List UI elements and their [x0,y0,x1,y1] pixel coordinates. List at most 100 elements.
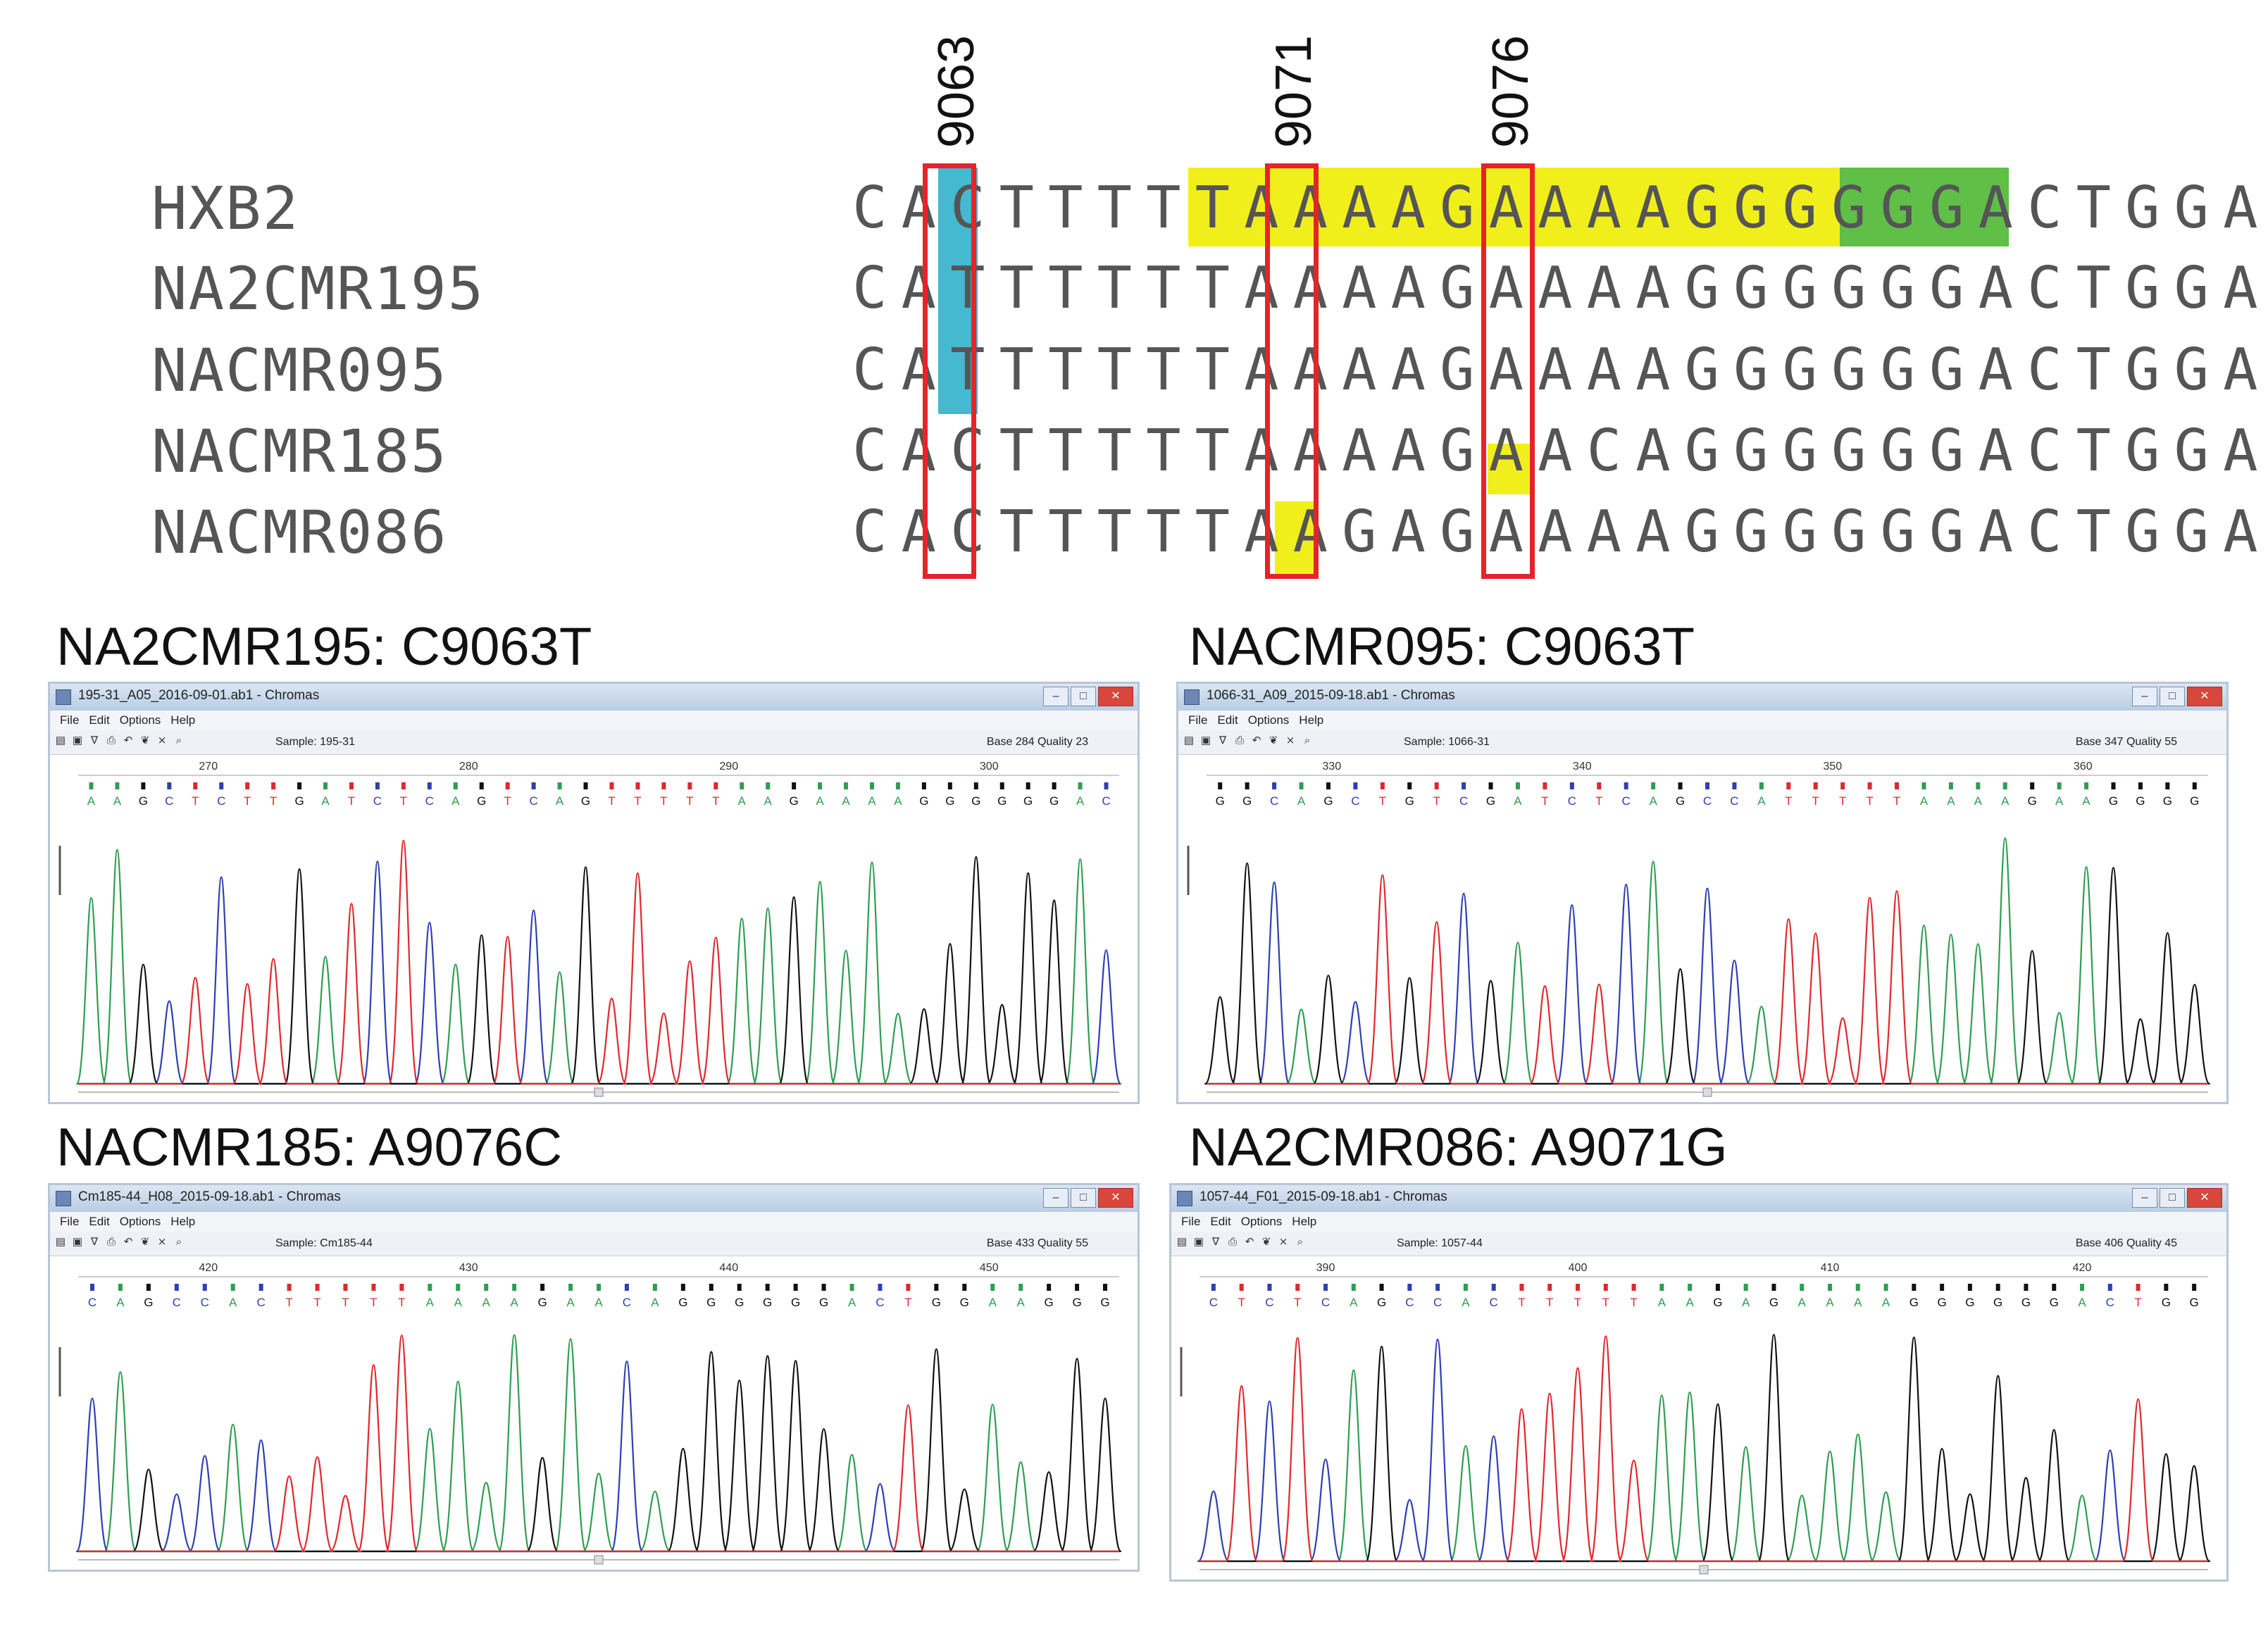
minimize-icon[interactable]: ‒ [1043,687,1068,706]
menu-item-options[interactable]: Options [1247,713,1290,727]
scrollbar-thumb[interactable] [594,1555,604,1565]
save-icon[interactable]: ▣ [1200,734,1211,746]
base-letter: T [1195,175,1230,242]
base-call-letter: T [244,794,251,808]
base-call-letter: A [1017,1296,1026,1309]
base-call-letter: G [945,794,954,808]
maximize-icon[interactable]: □ [2160,687,2185,706]
menu-item-edit[interactable]: Edit [1210,1215,1231,1228]
scrollbar-thumb[interactable] [1702,1087,1712,1097]
menu-item-options[interactable]: Options [119,1215,161,1228]
open-icon[interactable]: ▤ [55,1236,66,1248]
base-letter: C [852,255,887,322]
zoom-out-icon[interactable]: ⨯ [1278,1236,1288,1248]
zoom-in-icon[interactable]: ⌕ [1304,734,1311,746]
maximize-icon[interactable]: □ [1071,1188,1096,1208]
find-icon[interactable]: ❦ [140,1236,150,1248]
save-icon[interactable]: ▣ [1193,1236,1204,1248]
menu-item-edit[interactable]: Edit [89,1215,110,1228]
menu-item-options[interactable]: Options [119,713,161,727]
menu-item-file[interactable]: File [1188,713,1208,727]
filter-icon[interactable]: ∇ [90,1236,99,1248]
filter-icon[interactable]: ∇ [1219,734,1227,746]
base-letter: G [1880,337,1915,404]
toolbar: ▤ ▣ ∇ ⎙ ↶ ❦ ⨯ ⌕ Sample: 1066-31 Base 347 Quality … [1178,730,2226,755]
scrollbar-thumb[interactable] [594,1087,604,1097]
minimize-icon[interactable]: ‒ [1043,1188,1068,1208]
chromas-window[interactable]: 195-31_A05_2016-09-01.ab1 - Chromas ‒ □ ✕ Fi… [48,682,1140,1104]
open-icon[interactable]: ▤ [1183,734,1195,746]
find-icon[interactable]: ❦ [140,734,150,746]
quality-marker [1543,782,1547,789]
window-titlebar[interactable]: 195-31_A05_2016-09-01.ab1 - Chromas ‒ □ ✕ [50,684,1138,711]
base-letter: A [901,418,936,484]
print-icon[interactable]: ⎙ [106,1236,116,1248]
find-icon[interactable]: ❦ [1261,1236,1271,1248]
chromas-window[interactable]: Cm185-44_H08_2015-09-18.ab1 - Chromas ‒ □ ✕… [48,1183,1140,1572]
open-icon[interactable]: ▤ [1176,1236,1188,1248]
position-label-9071: 9071 [1266,35,1322,149]
filter-icon[interactable]: ∇ [90,734,99,746]
base-call-letter: T [285,1296,292,1309]
menu-item-help[interactable]: Help [170,713,196,727]
undo-icon[interactable]: ↶ [1252,734,1261,746]
zoom-out-icon[interactable]: ⨯ [157,734,167,746]
toolbar: ▤ ▣ ∇ ⎙ ↶ ❦ ⨯ ⌕ Sample: 1057-44 Base 406 Quality … [1171,1232,2226,1256]
quality-marker [271,782,276,789]
menu-item-file[interactable]: File [60,713,80,727]
base-letter: A [1586,255,1621,322]
close-icon[interactable]: ✕ [1098,1188,1133,1208]
print-icon[interactable]: ⎙ [106,734,116,746]
zoom-out-icon[interactable]: ⨯ [157,1236,167,1248]
base-letter: A [1390,499,1426,565]
base-letter: T [2076,337,2111,404]
print-icon[interactable]: ⎙ [1235,734,1244,746]
menu-item-file[interactable]: File [1181,1215,1201,1228]
close-icon[interactable]: ✕ [1098,687,1133,706]
window-titlebar[interactable]: 1066-31_A09_2015-09-18.ab1 - Chromas ‒ □ ✕ [1178,684,2226,711]
base-letter: G [1831,418,1867,484]
undo-icon[interactable]: ↶ [1245,1236,1254,1248]
chromas-window[interactable]: 1066-31_A09_2015-09-18.ab1 - Chromas ‒ □ ✕ F… [1176,682,2229,1104]
zoom-out-icon[interactable]: ⨯ [1285,734,1295,746]
quality-marker [999,782,1004,789]
undo-icon[interactable]: ↶ [123,734,133,746]
zoom-in-icon[interactable]: ⌕ [1297,1236,1304,1248]
maximize-icon[interactable]: □ [2160,1188,2185,1208]
menu-item-edit[interactable]: Edit [1217,713,1238,727]
menu-item-options[interactable]: Options [1240,1215,1283,1228]
zoom-in-icon[interactable]: ⌕ [175,1236,182,1248]
undo-icon[interactable]: ↶ [123,1236,133,1248]
window-titlebar[interactable]: 1057-44_F01_2015-09-18.ab1 - Chromas ‒ □ ✕ [1171,1185,2226,1212]
base-call-letter: T [348,794,355,808]
maximize-icon[interactable]: □ [1071,687,1096,706]
menu-item-help[interactable]: Help [1292,1215,1317,1228]
menu-item-file[interactable]: File [60,1215,80,1228]
minimize-icon[interactable]: ‒ [2132,1188,2157,1208]
menu-item-help[interactable]: Help [1299,713,1324,727]
base-call-letter: T [1379,794,1386,808]
find-icon[interactable]: ❦ [1269,734,1278,746]
open-icon[interactable]: ▤ [55,734,66,746]
save-icon[interactable]: ▣ [72,1236,83,1248]
base-letter: C [950,418,985,484]
zoom-in-icon[interactable]: ⌕ [175,734,182,746]
filter-icon[interactable]: ∇ [1211,1236,1220,1248]
close-icon[interactable]: ✕ [2187,687,2222,706]
scrollbar-thumb[interactable] [1699,1565,1709,1575]
minimize-icon[interactable]: ‒ [2132,687,2157,706]
menu-item-edit[interactable]: Edit [89,713,110,727]
chromas-window[interactable]: 1057-44_F01_2015-09-18.ab1 - Chromas ‒ □ ✕ F… [1169,1183,2229,1582]
sample-label: Sample: 1057-44 [1397,1237,1483,1249]
close-icon[interactable]: ✕ [2187,1188,2222,1208]
base-letter: A [1292,337,1328,404]
print-icon[interactable]: ⎙ [1228,1236,1237,1248]
window-titlebar[interactable]: Cm185-44_H08_2015-09-18.ab1 - Chromas ‒ □ ✕ [50,1185,1138,1212]
menu-item-help[interactable]: Help [170,1215,196,1228]
base-letter: A [1342,175,1377,242]
base-letter: A [1488,337,1524,404]
save-icon[interactable]: ▣ [72,734,83,746]
base-quality-readout: Base 433 Quality 55 [986,1237,1088,1249]
base-call-letter: A [321,794,330,808]
quality-marker [1351,1284,1356,1291]
